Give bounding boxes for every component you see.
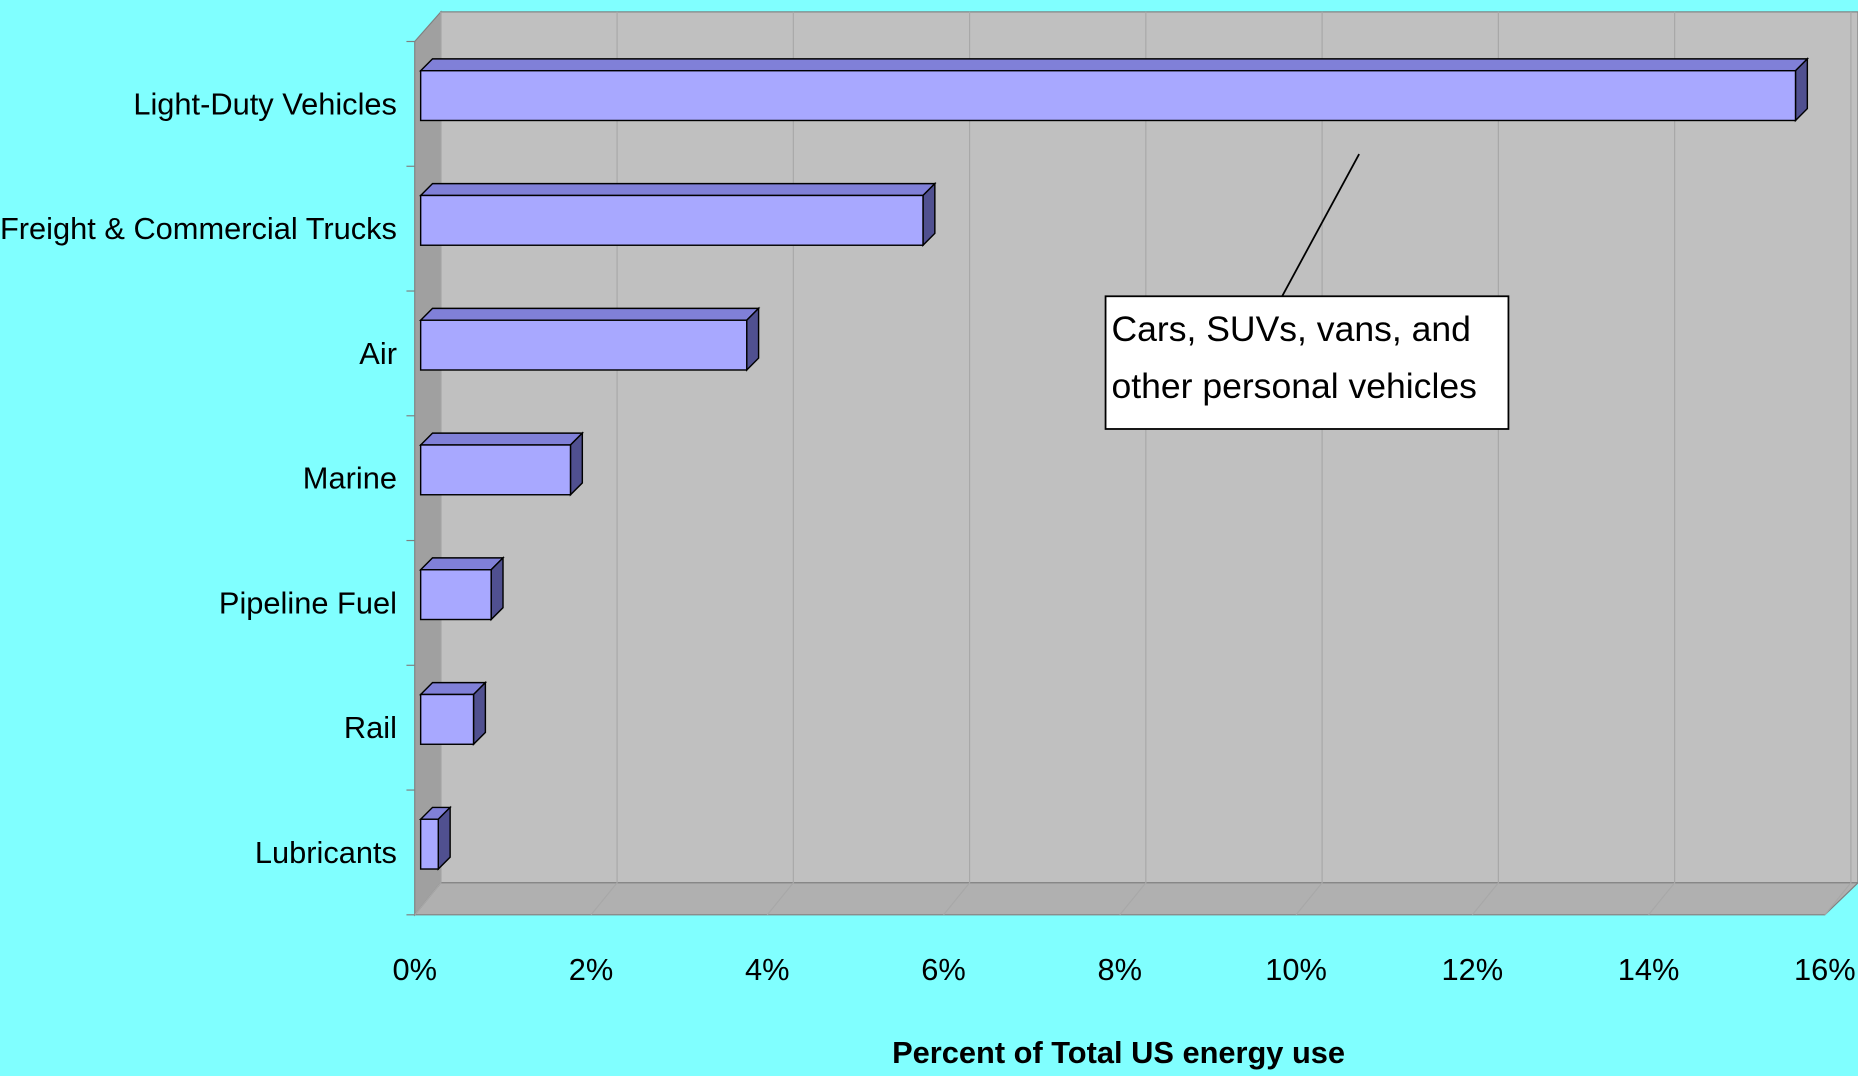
back-wall [440,11,1858,884]
x-tick-label: 4% [745,952,790,987]
y-tick-label: Rail [344,710,397,745]
x-tick-label: 0% [392,952,437,987]
leader-line [1281,153,1360,297]
grid-line [766,11,794,916]
bar [418,431,585,497]
bar-side [1794,57,1809,123]
x-tick-label: 12% [1441,952,1503,987]
bar-side [437,805,451,871]
bar [418,306,761,372]
x-tick-label: 10% [1265,952,1327,987]
bar-top [418,307,761,321]
annotation-box [1104,295,1510,430]
bar-top [418,182,937,197]
floor [413,882,1858,916]
grid: 0% 2% 4% 6% 8% 10% 12% 14% 16% [392,11,1856,987]
bar-front [419,69,1797,122]
y-tick-label: Light-Duty Vehicles [133,86,397,121]
x-tick-label: 8% [1098,952,1143,987]
bar-front [419,569,492,621]
bar-top [418,432,585,446]
bar-front [419,444,572,496]
grid-line [1648,11,1676,916]
y-tick-label: Marine [303,461,397,496]
bar-front [419,693,475,745]
bar-front [419,818,439,870]
y-tick-label: Freight & Commercial Trucks [0,211,397,246]
bar [418,556,505,622]
bar-top [418,58,1810,72]
y-tick-label: Pipeline Fuel [219,585,397,620]
bar-side [490,556,504,622]
x-tick-label: 2% [569,952,614,987]
bar-side [569,431,584,497]
grid-line [943,11,971,916]
x-axis-title: Percent of Total US energy use [892,1035,1345,1070]
x-tick-label: 16% [1794,952,1856,987]
grid-line [590,11,618,916]
y-tick-label: Lubricants [255,835,397,870]
annotation: Cars, SUVs, vans, and [1111,309,1470,349]
bar-front [419,319,748,371]
bar [418,680,488,746]
bar-top [418,557,505,571]
bar-front [419,194,924,246]
y-tick-label: Air [359,336,397,371]
grid-line [414,11,442,916]
bar-side [922,181,936,247]
x-tick-label: 14% [1618,952,1680,987]
bars [418,57,1810,871]
x-tick-label: 6% [921,952,966,987]
bar [418,805,452,871]
grid-line [1824,11,1852,916]
bar-side [472,680,487,746]
bar-side [746,306,760,372]
bar [418,181,937,247]
annotation: other personal vehicles [1111,366,1476,406]
bar [418,57,1810,123]
